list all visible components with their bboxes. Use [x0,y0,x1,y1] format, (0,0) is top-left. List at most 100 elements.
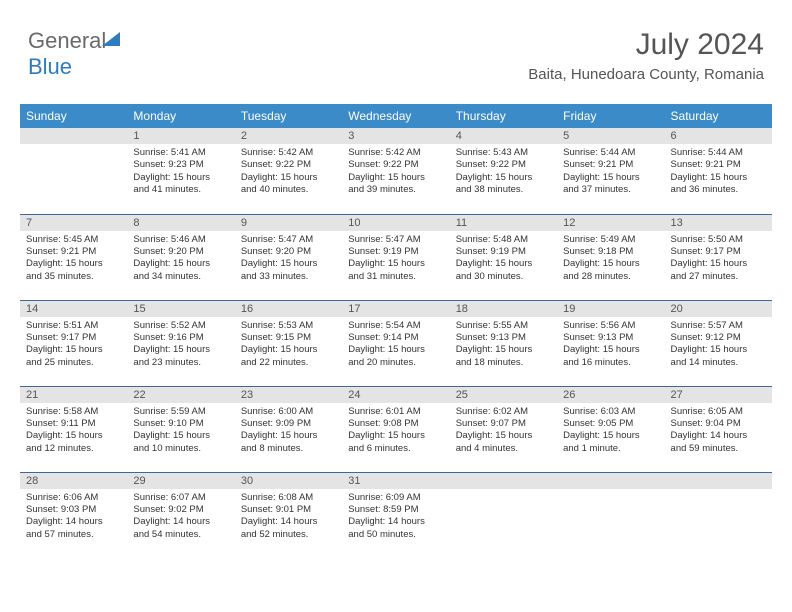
day-details: Sunrise: 5:48 AMSunset: 9:19 PMDaylight:… [450,231,557,287]
calendar-cell: 6Sunrise: 5:44 AMSunset: 9:21 PMDaylight… [665,128,772,214]
calendar-cell: 22Sunrise: 5:59 AMSunset: 9:10 PMDayligh… [127,386,234,472]
calendar-cell [20,128,127,214]
detail-line: Sunset: 9:10 PM [133,418,228,430]
calendar-row: 7Sunrise: 5:45 AMSunset: 9:21 PMDaylight… [20,214,772,300]
detail-line: Daylight: 15 hours [241,344,336,356]
day-number: 30 [235,473,342,489]
day-header: Sunday [20,104,127,128]
detail-line: and 4 minutes. [456,443,551,455]
day-details: Sunrise: 5:44 AMSunset: 9:21 PMDaylight:… [665,144,772,200]
day-details: Sunrise: 6:02 AMSunset: 9:07 PMDaylight:… [450,403,557,459]
day-details: Sunrise: 5:53 AMSunset: 9:15 PMDaylight:… [235,317,342,373]
detail-line: and 40 minutes. [241,184,336,196]
detail-line: and 1 minute. [563,443,658,455]
calendar-cell: 27Sunrise: 6:05 AMSunset: 9:04 PMDayligh… [665,386,772,472]
detail-line: Sunrise: 5:46 AM [133,234,228,246]
day-details: Sunrise: 5:58 AMSunset: 9:11 PMDaylight:… [20,403,127,459]
detail-line: Sunrise: 5:47 AM [241,234,336,246]
calendar-cell [450,472,557,558]
logo: General Blue [28,28,120,80]
detail-line: Sunrise: 5:48 AM [456,234,551,246]
detail-line: Sunset: 9:14 PM [348,332,443,344]
day-details: Sunrise: 5:56 AMSunset: 9:13 PMDaylight:… [557,317,664,373]
detail-line: Sunset: 9:21 PM [563,159,658,171]
day-details: Sunrise: 5:45 AMSunset: 9:21 PMDaylight:… [20,231,127,287]
detail-line: Sunrise: 6:08 AM [241,492,336,504]
detail-line: and 37 minutes. [563,184,658,196]
detail-line: Sunset: 9:04 PM [671,418,766,430]
day-details: Sunrise: 6:07 AMSunset: 9:02 PMDaylight:… [127,489,234,545]
detail-line: and 8 minutes. [241,443,336,455]
day-number: 7 [20,215,127,231]
detail-line: and 10 minutes. [133,443,228,455]
detail-line: Daylight: 15 hours [671,344,766,356]
detail-line: Daylight: 14 hours [26,516,121,528]
day-number: 28 [20,473,127,489]
day-number: 5 [557,128,664,144]
detail-line: Sunset: 9:22 PM [241,159,336,171]
day-number [557,473,664,489]
calendar-cell: 9Sunrise: 5:47 AMSunset: 9:20 PMDaylight… [235,214,342,300]
detail-line: and 31 minutes. [348,271,443,283]
detail-line: Sunset: 9:07 PM [456,418,551,430]
title-block: July 2024 Baita, Hunedoara County, Roman… [528,28,764,83]
detail-line: and 6 minutes. [348,443,443,455]
detail-line: and 23 minutes. [133,357,228,369]
calendar-cell [665,472,772,558]
day-details: Sunrise: 5:51 AMSunset: 9:17 PMDaylight:… [20,317,127,373]
logo-triangle-icon [102,32,120,46]
detail-line: Sunrise: 5:45 AM [26,234,121,246]
day-header: Tuesday [235,104,342,128]
day-number: 21 [20,387,127,403]
calendar-cell: 13Sunrise: 5:50 AMSunset: 9:17 PMDayligh… [665,214,772,300]
day-details: Sunrise: 5:52 AMSunset: 9:16 PMDaylight:… [127,317,234,373]
calendar-cell: 4Sunrise: 5:43 AMSunset: 9:22 PMDaylight… [450,128,557,214]
calendar-cell: 5Sunrise: 5:44 AMSunset: 9:21 PMDaylight… [557,128,664,214]
day-number: 6 [665,128,772,144]
detail-line: Sunset: 9:12 PM [671,332,766,344]
detail-line: and 30 minutes. [456,271,551,283]
day-details: Sunrise: 6:06 AMSunset: 9:03 PMDaylight:… [20,489,127,545]
day-details: Sunrise: 5:42 AMSunset: 9:22 PMDaylight:… [342,144,449,200]
detail-line: Daylight: 15 hours [456,344,551,356]
detail-line: Daylight: 15 hours [563,344,658,356]
detail-line: Sunrise: 5:44 AM [671,147,766,159]
detail-line: Sunset: 9:09 PM [241,418,336,430]
day-details: Sunrise: 6:08 AMSunset: 9:01 PMDaylight:… [235,489,342,545]
detail-line: Daylight: 15 hours [133,344,228,356]
detail-line: Sunset: 9:18 PM [563,246,658,258]
detail-line: and 52 minutes. [241,529,336,541]
calendar-cell: 12Sunrise: 5:49 AMSunset: 9:18 PMDayligh… [557,214,664,300]
detail-line: Daylight: 15 hours [26,258,121,270]
detail-line: Sunset: 8:59 PM [348,504,443,516]
calendar-cell: 21Sunrise: 5:58 AMSunset: 9:11 PMDayligh… [20,386,127,472]
detail-line: Daylight: 14 hours [133,516,228,528]
day-number: 1 [127,128,234,144]
calendar-cell: 20Sunrise: 5:57 AMSunset: 9:12 PMDayligh… [665,300,772,386]
detail-line: Daylight: 15 hours [348,172,443,184]
day-number: 27 [665,387,772,403]
detail-line: Sunrise: 5:59 AM [133,406,228,418]
detail-line: Sunrise: 5:56 AM [563,320,658,332]
detail-line: Sunset: 9:22 PM [348,159,443,171]
detail-line: Sunrise: 5:57 AM [671,320,766,332]
detail-line: Daylight: 15 hours [348,344,443,356]
day-header: Friday [557,104,664,128]
detail-line: Daylight: 15 hours [241,258,336,270]
detail-line: Daylight: 15 hours [348,430,443,442]
day-details: Sunrise: 5:44 AMSunset: 9:21 PMDaylight:… [557,144,664,200]
detail-line: Sunrise: 5:43 AM [456,147,551,159]
detail-line: Sunset: 9:13 PM [563,332,658,344]
day-number: 16 [235,301,342,317]
day-number: 11 [450,215,557,231]
calendar-cell: 2Sunrise: 5:42 AMSunset: 9:22 PMDaylight… [235,128,342,214]
day-number: 10 [342,215,449,231]
calendar-cell: 14Sunrise: 5:51 AMSunset: 9:17 PMDayligh… [20,300,127,386]
day-number: 14 [20,301,127,317]
day-details: Sunrise: 5:54 AMSunset: 9:14 PMDaylight:… [342,317,449,373]
detail-line: and 28 minutes. [563,271,658,283]
day-number [450,473,557,489]
day-number: 12 [557,215,664,231]
calendar-cell: 18Sunrise: 5:55 AMSunset: 9:13 PMDayligh… [450,300,557,386]
day-number [665,473,772,489]
